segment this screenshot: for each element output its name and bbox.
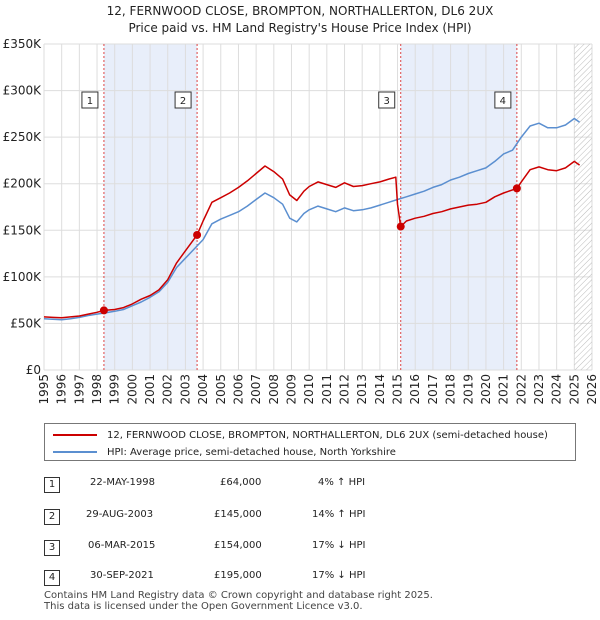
x-tick-label: 2018 xyxy=(444,374,458,405)
footer-copyright: Contains HM Land Registry data © Crown c… xyxy=(44,590,433,601)
sale-point xyxy=(396,222,405,231)
x-tick-label: 1997 xyxy=(72,374,86,405)
sale-row: 3 06-MAR-2015 £154,000 17% ↓ HPI xyxy=(44,537,444,556)
sale-date: 06-MAR-2015 xyxy=(88,540,156,551)
x-tick-label: 2017 xyxy=(426,374,440,405)
x-tick-label: 2002 xyxy=(161,374,175,405)
x-tick-label: 2015 xyxy=(391,374,405,405)
sale-label-box xyxy=(494,91,512,109)
x-tick-label: 2012 xyxy=(338,374,352,405)
sale-label-text: 2 xyxy=(180,96,186,107)
sale-label-text: 4 xyxy=(500,96,506,107)
x-tick-label: 2008 xyxy=(267,374,281,405)
y-tick-label: £100K xyxy=(3,270,43,284)
y-tick-label: £200K xyxy=(3,177,43,191)
sale-hpi-diff: 4% ↑ HPI xyxy=(318,477,366,488)
legend-swatch-hpi xyxy=(53,451,97,453)
x-tick-label: 2001 xyxy=(143,374,157,405)
chart-legend: 12, FERNWOOD CLOSE, BROMPTON, NORTHALLER… xyxy=(44,423,576,461)
x-tick-label: 1998 xyxy=(90,374,104,405)
property-series-line xyxy=(43,160,581,319)
y-tick-label: £50K xyxy=(10,316,42,330)
sale-price: £154,000 xyxy=(214,540,262,551)
x-tick-label: 2004 xyxy=(196,374,210,405)
legend-entry-hpi: HPI: Average price, semi-detached house,… xyxy=(53,444,396,460)
sale-point xyxy=(99,306,108,315)
x-tick-label: 2000 xyxy=(125,374,139,405)
x-tick-label: 2013 xyxy=(355,374,369,405)
sale-number-badge: 3 xyxy=(44,540,60,556)
x-tick-label: 2003 xyxy=(178,374,192,405)
x-tick-label: 2014 xyxy=(373,374,387,405)
x-tick-label: 2026 xyxy=(585,374,599,405)
x-tick-label: 2021 xyxy=(497,374,511,405)
sale-number-badge: 4 xyxy=(44,570,60,586)
x-tick-label: 2006 xyxy=(231,374,245,405)
sale-number-badge: 1 xyxy=(44,477,60,493)
x-tick-label: 2019 xyxy=(461,374,475,405)
forecast-hatch xyxy=(574,44,592,370)
sale-row: 2 29-AUG-2003 £145,000 14% ↑ HPI xyxy=(44,506,444,525)
sale-number-badge: 2 xyxy=(44,509,60,525)
x-tick-label: 1996 xyxy=(55,374,69,405)
x-tick-label: 2010 xyxy=(302,374,316,405)
y-tick-label: £350K xyxy=(3,37,43,51)
footer: Contains HM Land Registry data © Crown c… xyxy=(44,590,433,612)
legend-label-property: 12, FERNWOOD CLOSE, BROMPTON, NORTHALLER… xyxy=(107,429,548,441)
x-tick-label: 2009 xyxy=(284,374,298,405)
x-tick-label: 2022 xyxy=(514,374,528,405)
hpi-series-line xyxy=(43,117,581,321)
sale-label-box xyxy=(81,91,99,109)
legend-entry-property: 12, FERNWOOD CLOSE, BROMPTON, NORTHALLER… xyxy=(53,427,548,443)
chart-title: 12, FERNWOOD CLOSE, BROMPTON, NORTHALLER… xyxy=(106,4,494,18)
legend-label-hpi: HPI: Average price, semi-detached house,… xyxy=(107,446,396,458)
sale-row: 1 22-MAY-1998 £64,000 4% ↑ HPI xyxy=(44,474,444,493)
x-tick-label: 2007 xyxy=(249,374,263,405)
sale-price: £145,000 xyxy=(214,509,262,520)
sale-date: 29-AUG-2003 xyxy=(86,509,154,520)
y-tick-label: £250K xyxy=(3,130,43,144)
legend-swatch-property xyxy=(53,434,97,436)
sale-label-text: 1 xyxy=(87,96,93,107)
x-tick-label: 1999 xyxy=(108,374,122,405)
x-tick-label: 2020 xyxy=(479,374,493,405)
y-tick-label: £150K xyxy=(3,223,43,237)
price-chart: 1 2 3 4 £0 £50K £100K £150K £200K £250K £300K £350… xyxy=(3,37,599,405)
sale-hpi-diff: 14% ↑ HPI xyxy=(312,509,366,520)
y-tick-label: £300K xyxy=(3,84,43,98)
sale-hpi-diff: 17% ↓ HPI xyxy=(312,570,366,581)
sale-hpi-diff: 17% ↓ HPI xyxy=(312,540,366,551)
x-tick-label: 2011 xyxy=(320,374,334,405)
footer-licence: This data is licensed under the Open Gov… xyxy=(44,601,363,612)
x-tick-label: 2025 xyxy=(567,374,581,405)
sale-date: 22-MAY-1998 xyxy=(90,477,156,488)
x-tick-label: 2023 xyxy=(532,374,546,405)
sale-point xyxy=(193,230,202,239)
x-tick-label: 2005 xyxy=(214,374,228,405)
sale-row: 4 30-SEP-2021 £195,000 17% ↓ HPI xyxy=(44,567,444,586)
sale-date: 30-SEP-2021 xyxy=(90,570,154,581)
sale-label-text: 3 xyxy=(384,96,390,107)
x-tick-label: 1995 xyxy=(37,374,51,405)
y-tick-label: £0 xyxy=(26,363,41,377)
sale-label-box xyxy=(174,91,192,109)
chart-subtitle: Price paid vs. HM Land Registry's House … xyxy=(128,21,472,35)
x-tick-label: 2016 xyxy=(408,374,422,405)
sale-price: £64,000 xyxy=(220,477,262,488)
sale-label-box xyxy=(378,91,396,109)
sale-point xyxy=(512,184,521,193)
x-tick-label: 2024 xyxy=(550,374,564,405)
sale-price: £195,000 xyxy=(214,570,262,581)
